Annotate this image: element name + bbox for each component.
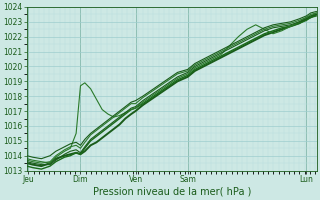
X-axis label: Pression niveau de la mer( hPa ): Pression niveau de la mer( hPa ) — [92, 187, 251, 197]
